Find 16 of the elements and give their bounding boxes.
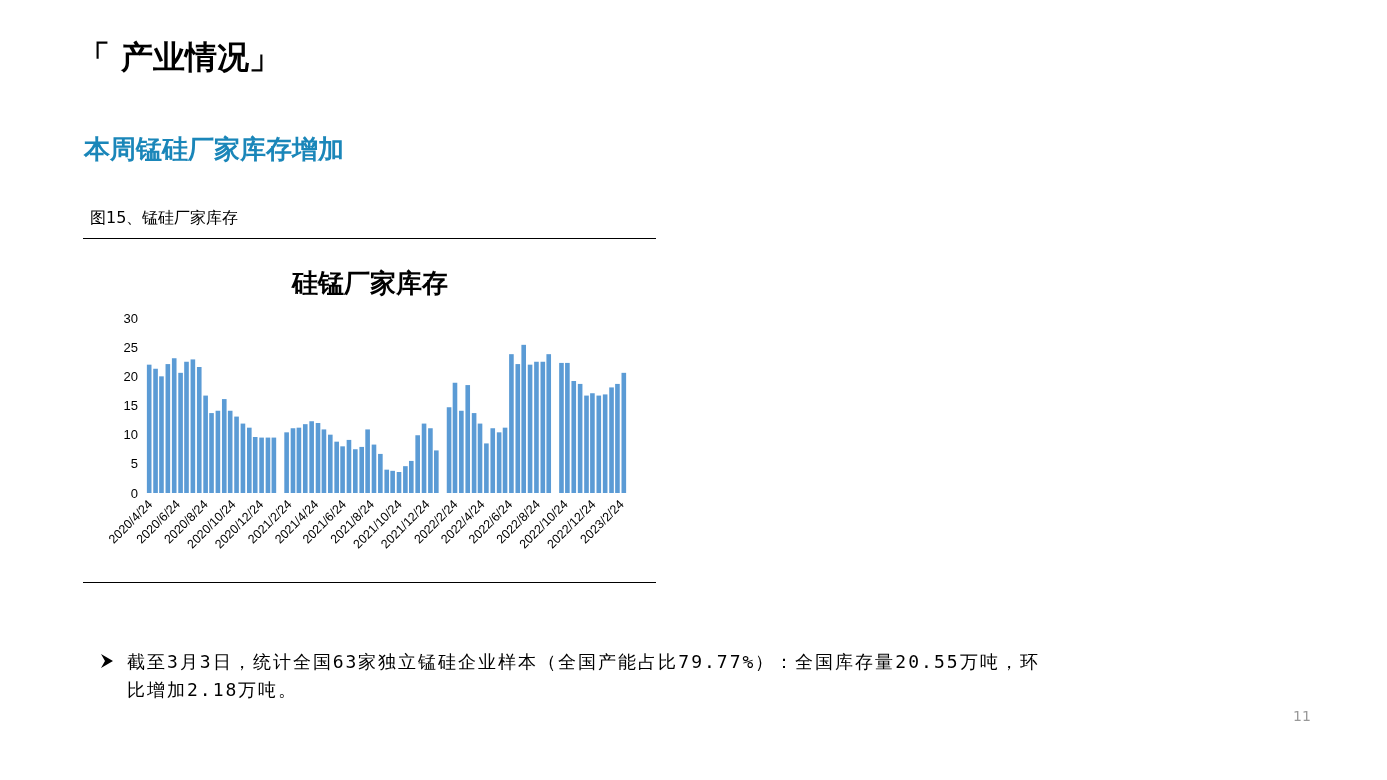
y-tick-label: 25	[123, 339, 138, 355]
text: 截至3月3日，统计全国63家独立锰硅企业样本（全国产能占比79.77%）：全国库存量20.55万吨，环比增加2.18万吨。	[127, 650, 1041, 702]
bar	[534, 361, 539, 493]
y-tick-label: 30	[123, 310, 138, 326]
text: 本周锰硅厂家库存增加	[84, 133, 344, 166]
y-tick-label: 5	[130, 456, 138, 472]
y-tick-label: 10	[123, 427, 138, 443]
text: 「 产业情况」	[78, 37, 282, 78]
chart-title: 硅锰厂家库存	[291, 268, 448, 298]
caption: 图15、锰硅厂家库存	[90, 208, 239, 229]
y-tick-label: 15	[123, 398, 138, 413]
y-tick-label: 20	[123, 368, 138, 384]
text: 11	[1293, 708, 1311, 724]
bar	[284, 432, 289, 493]
bar	[234, 416, 239, 493]
y-tick-label: 0	[130, 485, 138, 501]
